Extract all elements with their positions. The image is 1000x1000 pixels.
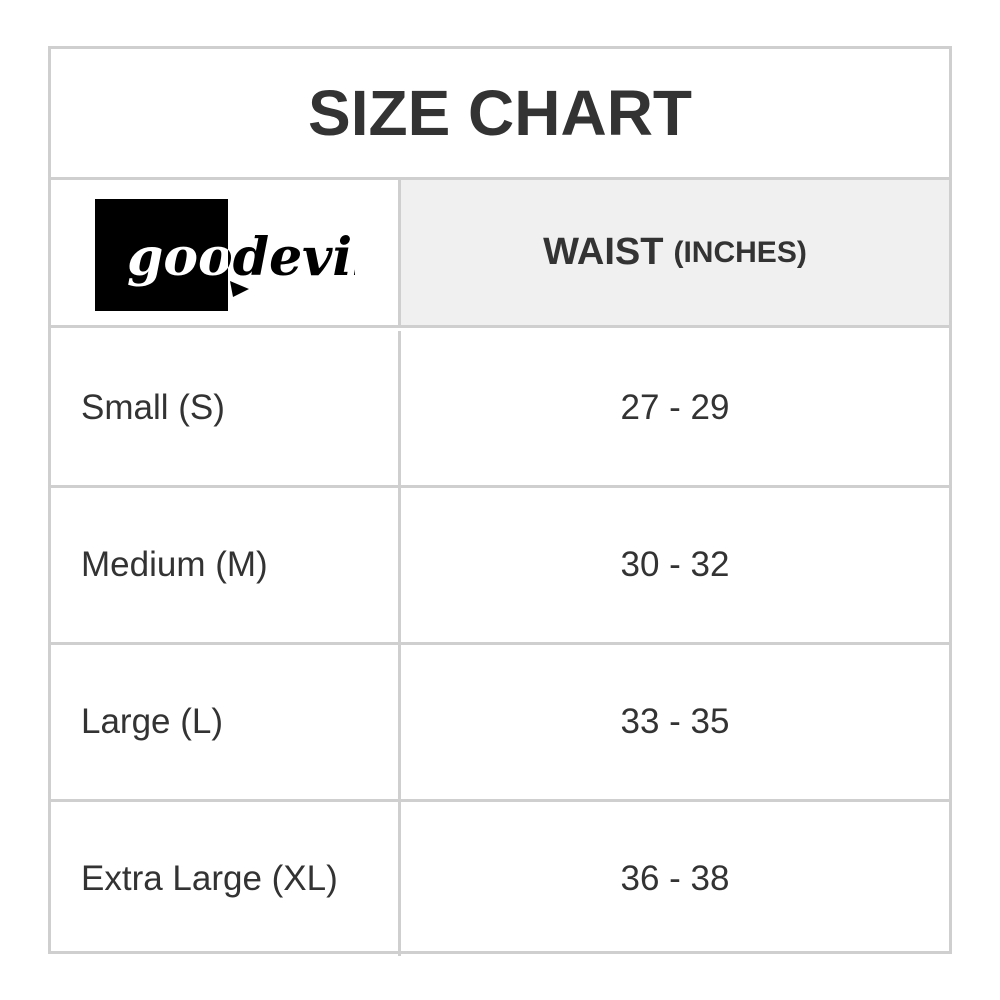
column-header: WAIST (INCHES) (401, 180, 949, 328)
logo-text: goodevil (127, 227, 355, 288)
header-label: WAIST (543, 231, 664, 273)
waist-range: 33 - 35 (401, 645, 949, 802)
size-chart-table: SIZE CHART goodevil WAIST (INCHES) Small… (48, 46, 952, 956)
size-label: Extra Large (XL) (51, 802, 401, 956)
waist-range: 36 - 38 (620, 859, 730, 898)
logo-cell: goodevil (51, 180, 401, 328)
size-label: Medium (M) (51, 488, 401, 645)
title: SIZE CHART (51, 49, 949, 180)
waist-range: 30 - 32 (401, 488, 949, 645)
size-label: Small (S) (51, 331, 401, 488)
size-label: Large (L) (51, 645, 401, 802)
logo: goodevil (94, 192, 355, 313)
waist-range: 27 - 29 (401, 331, 949, 488)
header-unit: (INCHES) (673, 235, 807, 269)
